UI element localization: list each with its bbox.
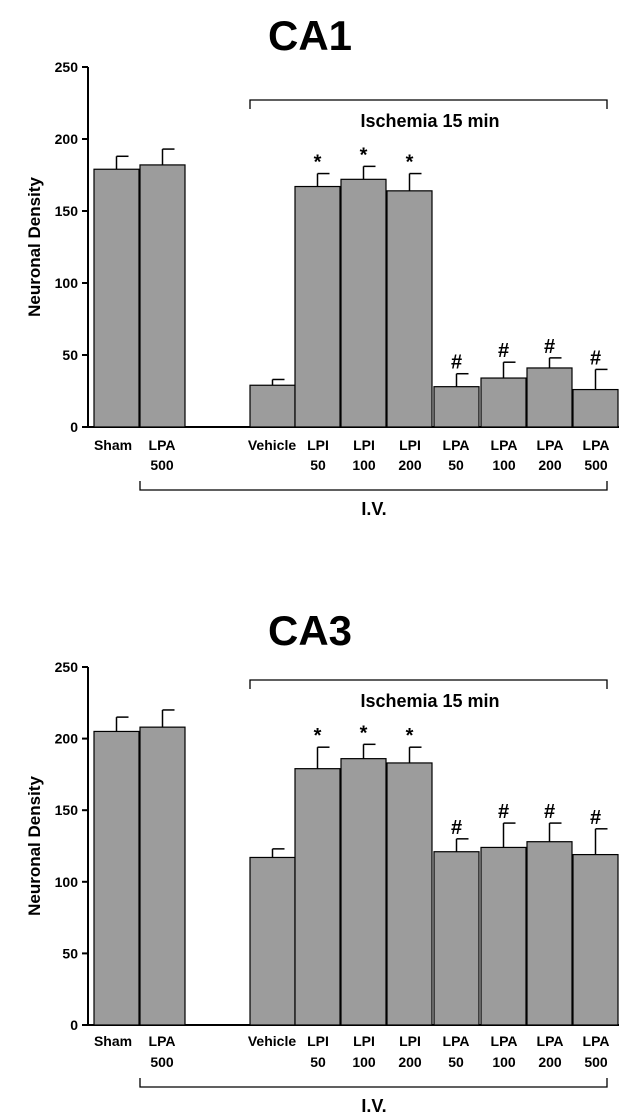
x-category-label: LPA [537,1033,564,1049]
x-category-label: Vehicle [248,1033,296,1049]
bar [572,853,619,1026]
x-category-label: LPA [491,1033,518,1049]
bar [340,178,387,428]
significance-hash: # [544,336,555,358]
iv-group-label: I.V. [361,1096,386,1116]
x-category-label: Sham [94,437,132,453]
bar [249,856,296,1026]
x-category-label: LPI [399,1033,421,1049]
significance-hash: # [498,340,509,362]
x-category-label: LPI [353,437,375,453]
bar [572,388,619,428]
bar [433,851,480,1026]
y-tick-label: 50 [62,945,78,961]
ischemia-group-label: Ischemia 15 min [360,691,499,711]
y-tick-label: 200 [55,731,79,747]
x-category-label: LPA [149,1033,176,1049]
x-category-sublabel: 50 [448,457,464,473]
y-tick-label: 50 [62,347,78,363]
y-tick-label: 150 [55,203,79,219]
iv-bracket [139,481,608,491]
bar [340,758,387,1026]
y-tick-label: 150 [55,802,79,818]
y-tick-label: 100 [55,874,79,890]
y-axis-label: Neuronal Density [25,177,44,317]
x-category-sublabel: 200 [538,1054,562,1070]
x-category-label: LPI [399,437,421,453]
significance-star: * [314,725,322,747]
significance-hash: # [498,801,509,823]
x-category-label: LPA [537,437,564,453]
x-category-sublabel: 100 [492,1054,516,1070]
bar [526,841,573,1026]
bar [433,386,480,428]
y-tick-label: 250 [55,659,79,675]
x-category-label: LPA [583,1033,610,1049]
bar [526,367,573,428]
significance-hash: # [451,352,462,374]
significance-hash: # [590,807,601,829]
bar [93,730,140,1026]
x-category-label: LPA [149,437,176,453]
significance-star: * [314,152,322,174]
ischemia-bracket [249,679,608,689]
y-axis-label: Neuronal Density [25,776,44,916]
significance-star: * [360,722,368,744]
bar [294,185,341,428]
significance-hash: # [451,817,462,839]
x-category-sublabel: 200 [398,457,422,473]
bar [249,384,296,428]
x-category-sublabel: 100 [492,457,516,473]
chart-title: CA3 [268,607,352,654]
significance-star: * [360,144,368,166]
x-category-label: Sham [94,1033,132,1049]
y-tick-label: 250 [55,59,79,75]
x-category-label: LPA [443,437,470,453]
iv-bracket [139,1078,608,1088]
significance-star: * [406,152,414,174]
y-tick-label: 100 [55,275,79,291]
x-category-sublabel: 200 [538,457,562,473]
bar [139,164,186,428]
x-category-sublabel: 50 [310,457,326,473]
bar [294,768,341,1026]
x-category-sublabel: 50 [310,1054,326,1070]
chart-panel-ca3: CA3 Neuronal Density 0 50 100 150 200 250 * * * # # #… [25,607,619,1116]
significance-hash: # [590,347,601,369]
x-category-sublabel: 50 [448,1054,464,1070]
ischemia-group-label: Ischemia 15 min [360,111,499,131]
x-category-sublabel: 100 [352,1054,376,1070]
x-category-label: Vehicle [248,437,296,453]
x-category-label: LPA [491,437,518,453]
bar [480,377,527,428]
x-category-sublabel: 200 [398,1054,422,1070]
y-tick-label: 0 [70,1017,78,1033]
chart-panel-ca1: CA1 Neuronal Density 0 50 100 150 200 250 * * * # # #… [25,12,619,519]
x-category-sublabel: 500 [584,457,608,473]
x-category-label: LPA [443,1033,470,1049]
bar [386,762,433,1026]
bar [480,846,527,1026]
significance-star: * [406,725,414,747]
x-category-label: LPA [583,437,610,453]
x-category-sublabel: 500 [150,1054,174,1070]
bar [93,168,140,428]
x-category-sublabel: 100 [352,457,376,473]
y-tick-label: 0 [70,419,78,435]
bar [139,726,186,1026]
bar [386,190,433,428]
chart-title: CA1 [268,12,352,59]
x-category-sublabel: 500 [150,457,174,473]
x-category-sublabel: 500 [584,1054,608,1070]
x-category-label: LPI [353,1033,375,1049]
ischemia-bracket [249,99,608,109]
significance-hash: # [544,801,555,823]
y-tick-label: 200 [55,131,79,147]
iv-group-label: I.V. [361,499,386,519]
x-category-label: LPI [307,1033,329,1049]
x-category-label: LPI [307,437,329,453]
